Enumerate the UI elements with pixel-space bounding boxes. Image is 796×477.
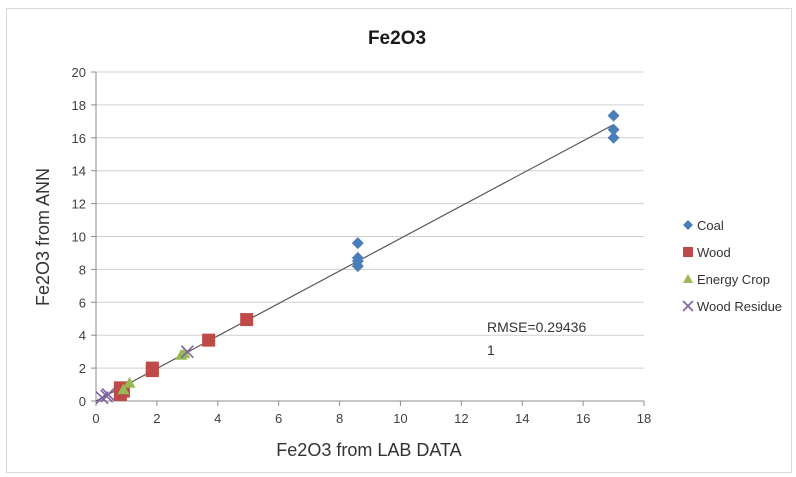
x-tick-label: 6: [275, 411, 282, 426]
wood-residue-point-stroke: [101, 387, 115, 401]
coal-point: [607, 131, 620, 144]
coal-point: [607, 109, 620, 122]
legend-marker-wood-residue: [682, 300, 694, 312]
y-axis-label: Fe2O3 from ANN: [33, 168, 53, 306]
y-tick-label: 14: [72, 164, 86, 179]
legend-marker-wood-residue-stroke: [682, 300, 694, 312]
legend-marker-energy-crop: [683, 274, 693, 283]
x-tick-label: 8: [336, 411, 343, 426]
coal-point: [351, 237, 364, 250]
x-tick-label: 0: [92, 411, 99, 426]
legend-label-wood: Wood: [697, 245, 731, 260]
coal-point: [607, 123, 620, 136]
y-tick-label: 16: [72, 131, 86, 146]
chart-frame: [6, 8, 792, 473]
legend-label-energy-crop: Energy Crop: [697, 272, 770, 287]
x-tick-label: 2: [153, 411, 160, 426]
wood-point: [145, 361, 159, 375]
rmse-annotation-line1: RMSE=0.29436: [487, 319, 586, 335]
wood-point: [240, 313, 254, 327]
x-tick-label: 16: [576, 411, 590, 426]
wood-residue-point: [180, 345, 194, 359]
wood-residue-point: [95, 391, 109, 405]
wood-residue-point-stroke: [95, 391, 109, 405]
x-tick-labels: 0 2 4 6 8 10 12 14 16 18: [92, 411, 651, 426]
y-tick-label: 4: [79, 328, 86, 343]
wood-residue-point: [101, 387, 115, 401]
wood-residue-point-stroke: [180, 345, 194, 359]
x-tick-label: 18: [637, 411, 651, 426]
axes: [91, 71, 645, 406]
energy-crop-point: [178, 347, 191, 359]
x-axis-label: Fe2O3 from LAB DATA: [276, 440, 461, 460]
y-tick-labels: 0 2 4 6 8 10 12 14 16 18 20: [72, 65, 86, 409]
y-tick-label: 6: [79, 295, 86, 310]
y-tick-label: 12: [72, 197, 86, 212]
grid-lines: [96, 71, 644, 369]
x-tick-label: 10: [393, 411, 407, 426]
y-tick-label: 0: [79, 394, 86, 409]
x-tick-label: 4: [214, 411, 221, 426]
y-tick-label: 18: [72, 98, 86, 113]
x-tick-label: 12: [454, 411, 468, 426]
data-points: [95, 109, 620, 405]
rmse-annotation-line2: 1: [487, 342, 495, 358]
x-tick-label: 14: [515, 411, 529, 426]
chart-title: Fe2O3: [368, 28, 426, 49]
wood-point: [202, 333, 216, 347]
y-tick-label: 20: [72, 65, 86, 80]
coal-point: [351, 260, 364, 273]
legend-marker-coal: [683, 220, 693, 230]
legend: Coal Wood Energy Crop Wood Residue: [682, 218, 782, 314]
legend-label-wood-residue: Wood Residue: [697, 299, 782, 314]
y-tick-label: 8: [79, 262, 86, 277]
y-tick-label: 2: [79, 361, 86, 376]
legend-label-coal: Coal: [697, 218, 724, 233]
legend-marker-wood: [683, 247, 693, 257]
energy-crop-point: [117, 383, 130, 395]
y-tick-label: 10: [72, 230, 86, 245]
energy-crop-point: [123, 376, 136, 388]
